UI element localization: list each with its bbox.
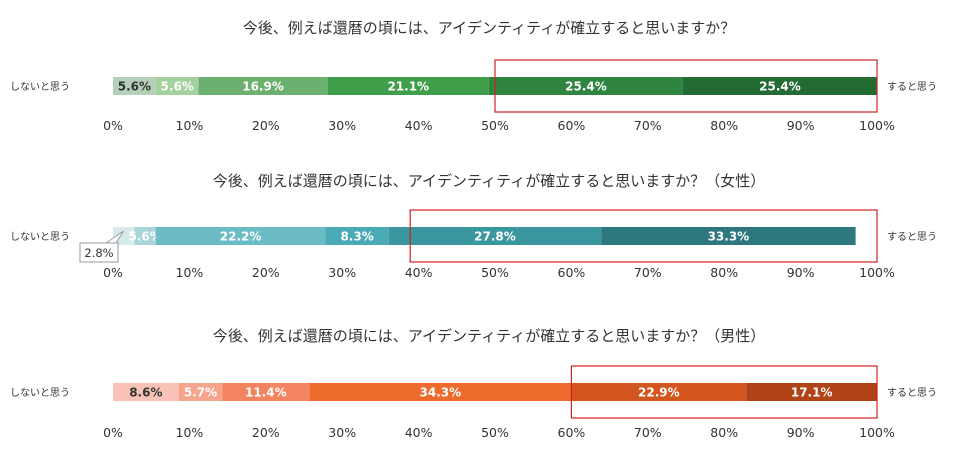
bar-segment — [601, 227, 856, 245]
x-tick-label: 10% — [176, 425, 204, 440]
data-label: 5.6% — [128, 230, 161, 244]
x-tick-label: 70% — [634, 265, 662, 280]
bar-segment — [178, 383, 223, 401]
x-tick-label: 0% — [103, 425, 123, 440]
data-label: 5.7% — [184, 386, 217, 400]
data-label: 21.1% — [387, 80, 429, 94]
x-tick-label: 80% — [710, 425, 738, 440]
bar-segment — [198, 77, 328, 95]
x-tick-label: 100% — [859, 118, 895, 133]
callout-box — [79, 242, 119, 263]
data-label: 11.4% — [245, 386, 287, 400]
right-end-label: すると思う — [887, 81, 937, 93]
data-label: 5.6% — [118, 80, 151, 94]
left-end-label: しないと思う — [10, 81, 70, 93]
highlight-box — [494, 59, 878, 113]
data-label: 25.4% — [759, 80, 801, 94]
data-label: 5.6% — [161, 80, 194, 94]
x-tick-label: 50% — [481, 265, 509, 280]
x-tick-label: 80% — [710, 118, 738, 133]
bar-segment — [682, 77, 877, 95]
x-tick-label: 50% — [481, 425, 509, 440]
x-tick-label: 70% — [634, 425, 662, 440]
callout-label: 2.8% — [84, 246, 113, 260]
x-tick-label: 50% — [481, 118, 509, 133]
x-tick-label: 40% — [405, 265, 433, 280]
left-end-label: しないと思う — [10, 387, 70, 399]
bar-segment — [113, 227, 135, 245]
data-label: 8.6% — [129, 386, 162, 400]
bar-segment — [388, 227, 602, 245]
x-tick-label: 90% — [787, 118, 815, 133]
bar-segment — [222, 383, 310, 401]
x-tick-label: 100% — [859, 425, 895, 440]
x-tick-label: 90% — [787, 265, 815, 280]
data-label: 17.1% — [791, 386, 833, 400]
x-tick-label: 30% — [328, 265, 356, 280]
data-label: 22.2% — [220, 230, 262, 244]
chart-title: 今後、例えば還暦の頃には、アイデンティティが確立すると思いますか？（男性） — [213, 327, 765, 345]
x-tick-label: 90% — [787, 425, 815, 440]
bar-segment — [488, 77, 683, 95]
chart-title: 今後、例えば還暦の頃には、アイデンティティが確立すると思いますか？ — [243, 19, 735, 37]
bar-segment — [134, 227, 156, 245]
data-label: 33.3% — [708, 230, 750, 244]
x-tick-label: 30% — [328, 425, 356, 440]
bar-segment — [571, 383, 747, 401]
x-tick-label: 20% — [252, 265, 280, 280]
bar-segment — [113, 383, 179, 401]
bar-segment — [155, 77, 199, 95]
left-end-label: しないと思う — [10, 231, 70, 243]
x-tick-label: 70% — [634, 118, 662, 133]
chart-title: 今後、例えば還暦の頃には、アイデンティティが確立すると思いますか？（女性） — [213, 172, 765, 190]
x-tick-label: 60% — [558, 425, 586, 440]
x-tick-label: 10% — [176, 118, 204, 133]
x-tick-label: 80% — [710, 265, 738, 280]
bar-segment — [113, 77, 156, 95]
x-tick-label: 40% — [405, 118, 433, 133]
bar-segment — [309, 383, 572, 401]
data-label: 34.3% — [420, 386, 462, 400]
x-tick-label: 0% — [103, 265, 123, 280]
right-end-label: すると思う — [887, 231, 937, 243]
callout-pointer — [105, 230, 125, 244]
x-tick-label: 60% — [558, 265, 586, 280]
x-tick-label: 20% — [252, 118, 280, 133]
highlight-box — [409, 209, 878, 263]
x-tick-label: 20% — [252, 425, 280, 440]
data-label: 22.9% — [638, 386, 680, 400]
highlight-box — [570, 365, 878, 419]
right-end-label: すると思う — [887, 387, 937, 399]
bar-segment — [327, 77, 489, 95]
x-tick-label: 0% — [103, 118, 123, 133]
data-label: 25.4% — [565, 80, 607, 94]
x-tick-label: 100% — [859, 265, 895, 280]
data-label: 27.8% — [474, 230, 516, 244]
bar-segment — [746, 383, 877, 401]
bar-segment — [325, 227, 389, 245]
bar-segment — [155, 227, 326, 245]
x-tick-label: 60% — [558, 118, 586, 133]
data-label: 16.9% — [242, 80, 284, 94]
x-tick-label: 30% — [328, 118, 356, 133]
data-label: 8.3% — [340, 230, 373, 244]
x-tick-label: 10% — [176, 265, 204, 280]
x-tick-label: 40% — [405, 425, 433, 440]
